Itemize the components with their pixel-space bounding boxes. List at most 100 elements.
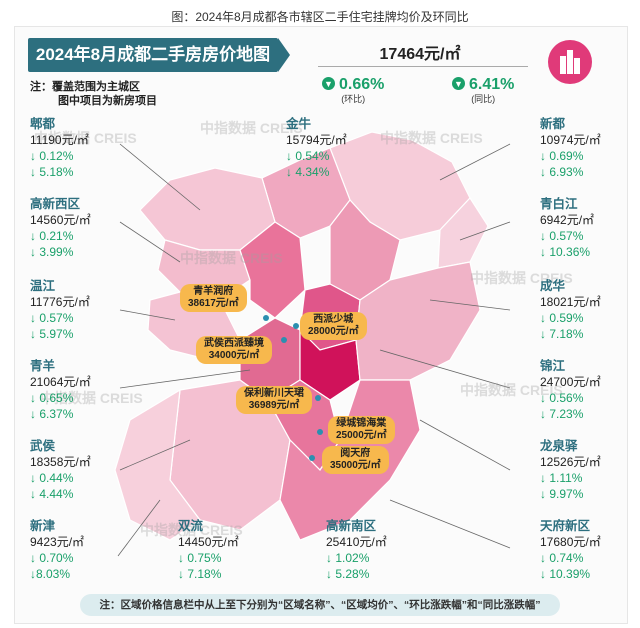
district-name: 青白江 [540,197,578,211]
district-chenghua: 成华 18021元/㎡ ↓ 0.59% ↓ 7.18% [540,278,601,342]
district-name: 双流 [178,519,204,533]
down-arrow-icon: ▼ [322,77,335,90]
project-tag: 青羊润府 38617元/㎡ [180,284,247,312]
watermark: 中指数据 CREIS [470,270,573,286]
district-mom: ↓ 0.44% [30,471,74,485]
region-xinjin [114,388,201,541]
district-yoy: ↓ 10.36% [540,245,591,259]
district-tianfuxin: 天府新区 17680元/㎡ ↓ 0.74% ↓ 10.39% [540,518,601,582]
district-mom: ↓ 0.57% [540,229,584,243]
district-gaoxinnan: 高新南区 25410元/㎡ ↓ 1.02% ↓ 5.28% [326,518,387,582]
district-price: 11190元/㎡ [30,133,89,147]
project-marker [281,337,287,343]
project-tag: 绿城锦海棠 25000元/㎡ [328,416,395,444]
district-name: 成华 [540,279,566,293]
project-marker [317,429,323,435]
district-mom: ↓ 0.12% [30,149,74,163]
project-price: 38617元/㎡ [188,298,239,309]
district-wenjiang: 温江 11776元/㎡ ↓ 0.57% ↓ 5.97% [30,278,90,342]
district-wuhou: 武侯 18358元/㎡ ↓ 0.44% ↓ 4.44% [30,438,91,502]
district-price: 25410元/㎡ [326,535,387,549]
district-mom: ↓ 1.02% [326,551,370,565]
district-price: 12526元/㎡ [540,455,601,469]
district-gaoxinxi: 高新西区 14560元/㎡ ↓ 0.21% ↓ 3.99% [30,196,91,260]
district-name: 锦江 [540,359,566,373]
footer-note: 注：区域价格信息栏中从上至下分别为“区域名称”、“区域均价”、“环比涨跌幅”和“… [80,594,560,616]
district-yoy: ↓ 3.99% [30,245,74,259]
district-mom: ↓ 0.59% [540,311,584,325]
yoy-label: (同比) [471,94,496,104]
district-yoy: ↓ 5.18% [30,165,74,179]
district-name: 金牛 [286,117,312,131]
project-price: 36989元/㎡ [248,400,300,411]
district-price: 18358元/㎡ [30,455,91,469]
district-yoy: ↓ 10.39% [540,567,591,581]
district-mom: ↓ 0.54% [286,149,330,163]
district-name: 温江 [30,279,56,293]
district-mom: ↓ 0.57% [30,311,74,325]
project-markers [263,315,323,461]
map-title: 2024年8月成都二手房房价地图 [28,38,290,72]
district-yoy: ↓ 7.18% [540,327,584,341]
district-name: 新都 [540,117,566,131]
district-mom: ↓ 0.70% [30,551,74,565]
district-yoy: ↓ 9.97% [540,487,584,501]
project-name: 绿城锦海棠 [336,418,387,429]
district-price: 14450元/㎡ [178,535,239,549]
mom-value: 0.66% [339,76,385,93]
district-name: 武侯 [30,439,56,453]
district-mom: ↓ 0.75% [178,551,222,565]
district-mom: ↓ 1.11% [540,471,583,485]
district-name: 龙泉驿 [540,439,578,453]
district-yoy: ↓ 4.34% [286,165,330,179]
city-summary: 17464元/㎡ [312,40,528,64]
project-marker [309,455,315,461]
district-qingbaijiang: 青白江 6942元/㎡ ↓ 0.57% ↓ 10.36% [540,196,594,260]
project-marker [263,315,269,321]
project-price: 28000元/㎡ [308,326,359,337]
district-mom: ↓ 0.56% [540,391,584,405]
note-line-2: 图中项目为新房项目 [58,95,157,107]
project-name: 青羊润府 [193,286,234,297]
district-price: 17680元/㎡ [540,535,601,549]
district-pidu: 郫都 11190元/㎡ ↓ 0.12% ↓ 5.18% [30,116,89,180]
project-name: 西派少城 [313,314,354,325]
district-xinjin: 新津 9423元/㎡ ↓ 0.70% ↓8.03% [30,518,84,582]
project-tag: 武侯西派臻境 34000元/㎡ [196,336,272,364]
project-name: 保利新川天珺 [244,388,304,399]
district-qingyang: 青羊 21064元/㎡ ↓ 0.65% ↓ 6.37% [30,358,91,422]
project-price: 34000元/㎡ [208,350,260,361]
city-skyline-logo [548,40,592,84]
district-price: 10974元/㎡ [540,133,601,147]
district-mom: ↓ 0.74% [540,551,584,565]
district-name: 青羊 [30,359,56,373]
figure-caption: 图：2024年8月成都各市辖区二手住宅挂牌均价及环同比 [171,10,469,24]
district-yoy: ↓8.03% [30,567,71,581]
project-price: 35000元/㎡ [330,460,381,471]
project-tag: 西派少城 28000元/㎡ [300,312,367,340]
watermark: 中指数据 CREIS [180,250,283,266]
district-price: 24700元/㎡ [540,375,601,389]
project-name: 武侯西派臻境 [204,338,264,349]
district-yoy: ↓ 5.97% [30,327,74,341]
region-qingyang [239,221,306,319]
district-jinniu: 金牛 15794元/㎡ ↓ 0.54% ↓ 4.34% [286,116,347,180]
watermark: 中指数据 CREIS [34,130,137,146]
watermark: 中指数据 CREIS [460,382,563,398]
district-yoy: ↓ 7.18% [178,567,222,581]
district-longquanyi: 龙泉驿 12526元/㎡ ↓ 1.11% ↓ 9.97% [540,438,601,502]
district-price: 11776元/㎡ [30,295,90,309]
district-price: 15794元/㎡ [286,133,347,147]
city-yoy-change: ▼ 6.41% (同比) [452,76,514,105]
yoy-value: 6.41% [469,76,515,93]
project-tag: 保利新川天珺 36989元/㎡ [236,386,312,414]
watermark: 中指数据 CREIS [140,522,243,538]
district-price: 6942元/㎡ [540,213,595,227]
project-price: 25000元/㎡ [336,430,387,441]
district-yoy: ↓ 5.28% [326,567,370,581]
district-price: 9423元/㎡ [30,535,85,549]
district-price: 21064元/㎡ [30,375,91,389]
city-average-price: 17464元/㎡ [379,46,461,63]
district-xindu: 新都 10974元/㎡ ↓ 0.69% ↓ 6.93% [540,116,601,180]
district-yoy: ↓ 6.37% [30,407,74,421]
